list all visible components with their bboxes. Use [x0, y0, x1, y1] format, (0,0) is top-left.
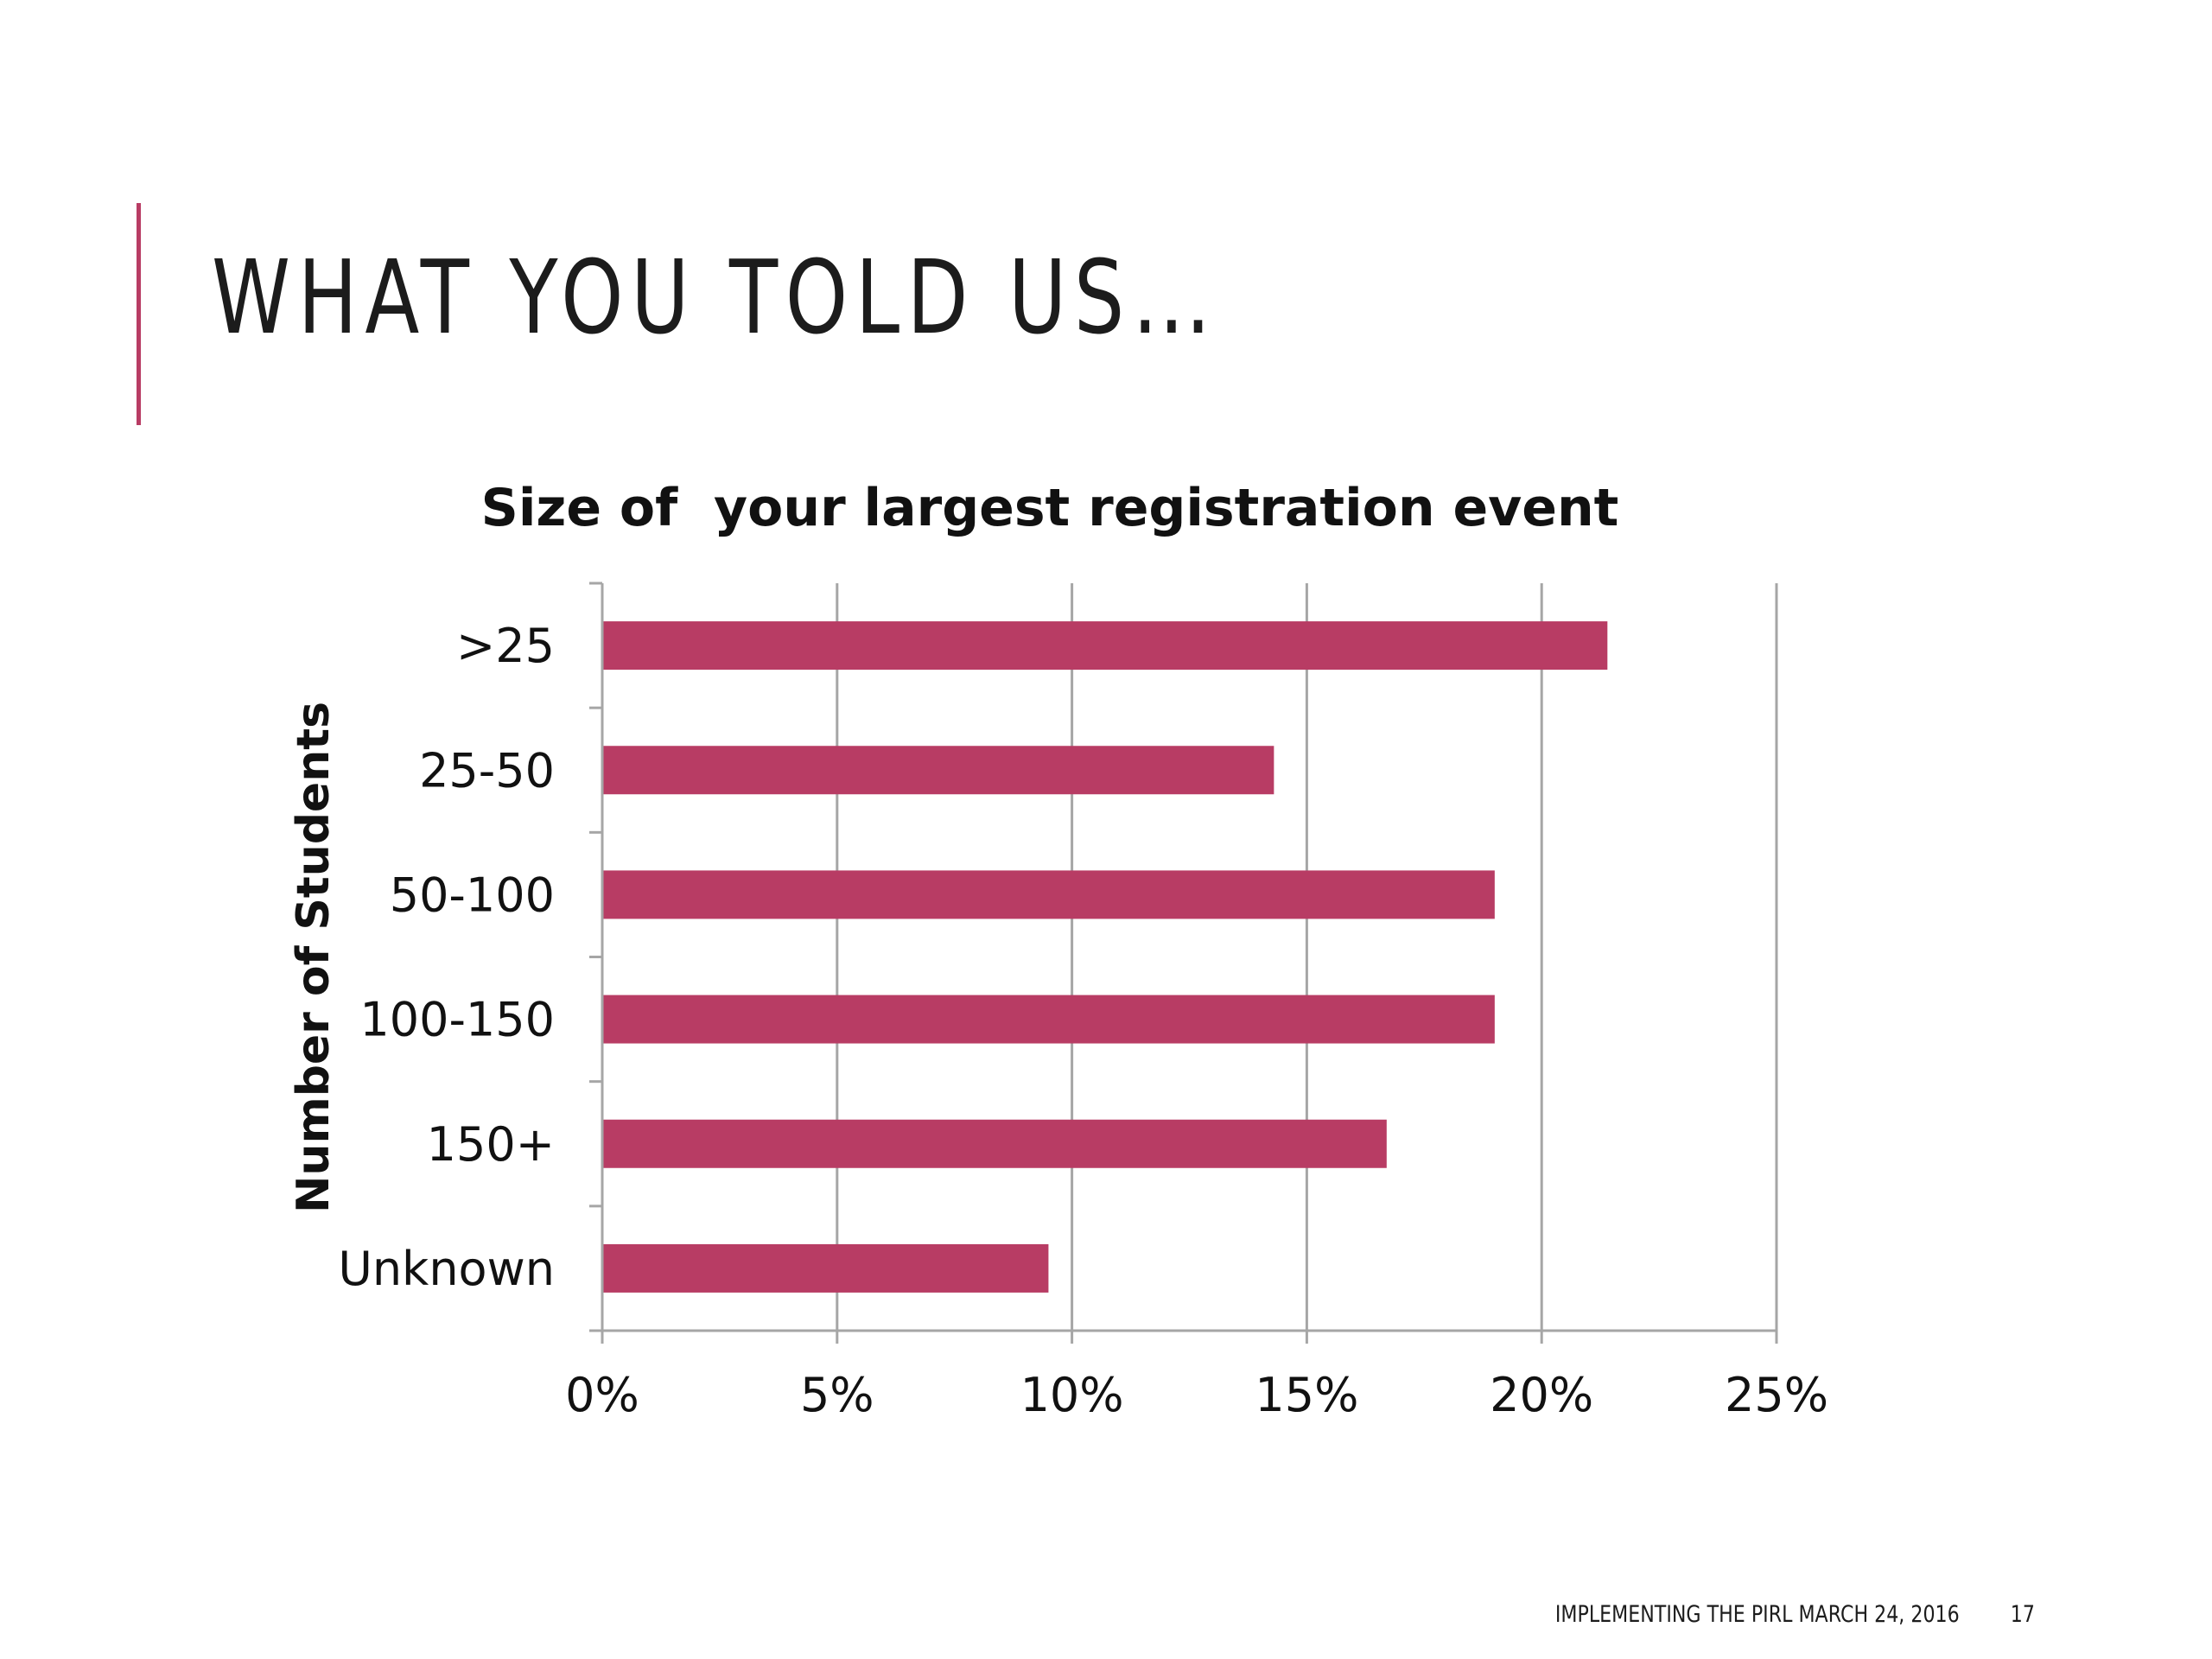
chart-grid [836, 583, 1778, 1331]
y-tick-label-3: 100-150 [359, 993, 555, 1047]
x-tick-label-25: 25% [1725, 1368, 1828, 1422]
bar-3 [603, 995, 1495, 1044]
y-tick-label-5: Unknown [338, 1242, 555, 1296]
slide-footer: IMPLEMENTING THE PIRL MARCH 24, 2016 17 [1555, 1601, 2035, 1628]
footer-text: IMPLEMENTING THE PIRL MARCH 24, 2016 [1554, 1601, 1960, 1628]
bar-2 [603, 870, 1495, 919]
y-tick-label-4: 150+ [427, 1117, 555, 1172]
x-tick-label-10: 10% [1020, 1368, 1124, 1422]
x-tick-label-20: 20% [1490, 1368, 1593, 1422]
x-tick-label-5: 5% [800, 1368, 874, 1422]
slide-title: WHAT YOU TOLD US… [212, 238, 1219, 357]
x-tick-label-0: 0% [565, 1368, 639, 1422]
chart-labels: >25 25-50 50-100 100-150 150+ Unknown 0% 5% 10% 1… [338, 619, 1828, 1422]
chart-axes [589, 582, 1778, 1344]
chart-title: Size of your largest registration event [481, 478, 1619, 538]
title-accent-bar [137, 203, 141, 425]
page-number: 17 [2010, 1601, 2035, 1628]
y-axis-label: Number of Students [288, 702, 340, 1213]
y-tick-label-0: >25 [456, 619, 555, 673]
bar-4 [603, 1119, 1387, 1168]
y-tick-label-2: 50-100 [390, 868, 555, 922]
y-tick-label-1: 25-50 [419, 743, 555, 798]
bar-5 [603, 1243, 1049, 1293]
x-tick-label-15: 15% [1255, 1368, 1358, 1422]
bar-0 [603, 621, 1608, 671]
chart-bars [603, 621, 1608, 1293]
bar-1 [603, 746, 1274, 795]
